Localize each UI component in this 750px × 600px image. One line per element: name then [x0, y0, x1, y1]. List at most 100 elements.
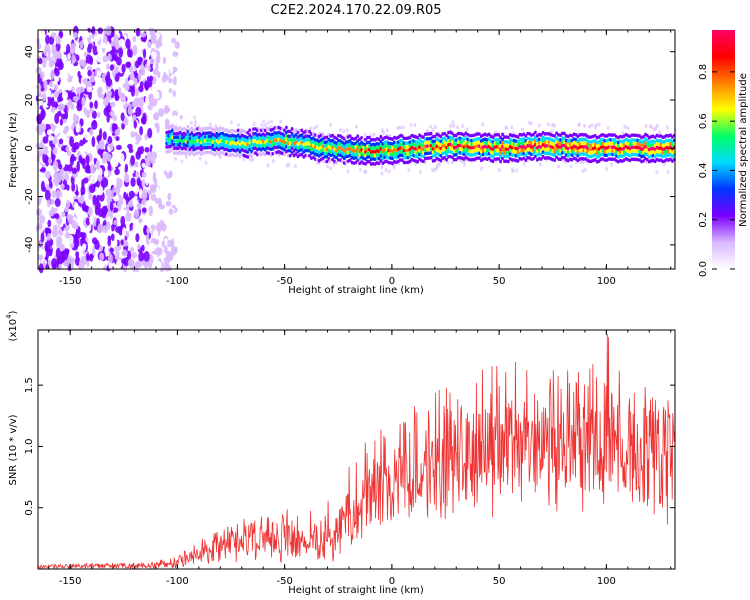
heatmap-cell	[262, 119, 266, 124]
heatmap-cell	[377, 156, 381, 161]
heatmap-cell	[52, 230, 59, 238]
heatmap-cell	[462, 148, 466, 153]
heatmap-cell	[155, 61, 159, 72]
heatmap-cell	[97, 174, 103, 182]
heatmap-cell	[127, 143, 133, 150]
heatmap-cell	[439, 158, 443, 163]
x-tick-label: -50	[276, 576, 292, 587]
heatmap-cell	[117, 86, 122, 97]
heatmap-cell	[193, 115, 197, 120]
heatmap-cell	[73, 113, 77, 124]
heatmap-cell	[88, 43, 93, 50]
heatmap-cell	[462, 145, 466, 149]
heatmap-cell	[54, 198, 61, 207]
heatmap-cell	[141, 65, 145, 76]
heatmap-cell	[85, 54, 92, 64]
heatmap-cell	[105, 221, 111, 230]
heatmap-cell	[67, 53, 71, 61]
heatmap-cell	[121, 249, 128, 257]
heatmap-cell	[87, 69, 92, 77]
heatmap-cell	[130, 177, 136, 187]
heatmap-cell	[266, 120, 270, 125]
heatmap-cell	[510, 149, 514, 154]
heatmap-cell	[150, 158, 156, 165]
heatmap-cell	[115, 56, 122, 66]
heatmap-cell	[462, 157, 466, 161]
heatmap-cell	[110, 40, 117, 47]
heatmap-cell	[223, 147, 226, 152]
heatmap-cell	[154, 249, 158, 255]
heatmap-cell	[109, 201, 114, 212]
heatmap-cell	[621, 131, 625, 136]
heatmap-cell	[645, 133, 649, 138]
heatmap-cell	[408, 135, 412, 140]
heatmap-cell	[71, 167, 78, 174]
heatmap-cell	[122, 82, 127, 89]
heatmap-cell	[106, 63, 110, 71]
heatmap-cell	[173, 135, 176, 140]
heatmap-cell	[58, 190, 63, 198]
heatmap-cell	[242, 157, 246, 162]
heatmap-cell	[345, 128, 349, 133]
heatmap-cell	[180, 159, 184, 164]
heatmap-cell	[46, 129, 53, 136]
heatmap-cell	[97, 27, 103, 35]
heatmap-cell	[560, 140, 564, 144]
heatmap-cell	[84, 131, 91, 141]
heatmap-cell	[108, 262, 114, 271]
heatmap-cell	[114, 91, 119, 102]
heatmap-cell	[522, 161, 526, 166]
heatmap-cell	[66, 184, 70, 191]
heatmap-cell	[71, 182, 76, 192]
heatmap-cell	[499, 135, 503, 140]
heatmap-cell	[560, 136, 564, 141]
heatmap-cell	[144, 133, 148, 141]
heatmap-cell	[58, 138, 64, 145]
heatmap-cell	[329, 122, 333, 127]
heatmap-cell	[147, 168, 154, 180]
heatmap-cell	[43, 47, 48, 57]
heatmap-cell	[321, 132, 325, 136]
heatmap-cell	[39, 214, 46, 224]
heatmap-cell	[594, 123, 598, 128]
heatmap-cell	[461, 124, 465, 129]
heatmap-cell	[408, 140, 412, 144]
heatmap-cell	[56, 239, 62, 250]
heatmap-cell	[294, 128, 298, 132]
heatmap-cell	[315, 124, 319, 129]
heatmap-cell	[61, 211, 66, 218]
heatmap-cell	[128, 190, 135, 199]
heatmap-cell	[171, 37, 177, 44]
heatmap-cell	[35, 208, 43, 216]
heatmap-cell	[115, 136, 120, 142]
heatmap-cell	[533, 130, 537, 135]
heatmap-cell	[137, 146, 142, 156]
heatmap-cell	[263, 144, 267, 148]
heatmap-cell	[120, 112, 125, 122]
y-tick-label: 1.0	[24, 438, 35, 454]
heatmap-cell	[516, 154, 520, 158]
heatmap-cell	[52, 147, 58, 156]
heatmap-cell	[364, 162, 367, 166]
heatmap-cell	[88, 193, 93, 200]
heatmap-cell	[171, 123, 174, 128]
heatmap-cell	[560, 150, 564, 155]
heatmap-cell	[443, 131, 447, 136]
heatmap-cell	[429, 124, 433, 129]
heatmap-cell	[163, 170, 168, 176]
heatmap-cell	[51, 44, 57, 55]
heatmap-cell	[155, 192, 162, 199]
heatmap-cell	[65, 146, 70, 152]
heatmap-cell	[524, 158, 528, 162]
heatmap-cell	[130, 252, 138, 259]
heatmap-cell	[184, 152, 188, 156]
heatmap-cell	[516, 159, 520, 163]
heatmap-cell	[433, 153, 437, 158]
heatmap-cell	[290, 131, 294, 136]
heatmap-cell	[149, 75, 154, 82]
heatmap-cell	[279, 119, 283, 124]
heatmap-cell	[385, 128, 389, 133]
heatmap-cell	[236, 128, 240, 133]
heatmap-cell	[178, 125, 182, 130]
heatmap-cell	[79, 118, 84, 127]
